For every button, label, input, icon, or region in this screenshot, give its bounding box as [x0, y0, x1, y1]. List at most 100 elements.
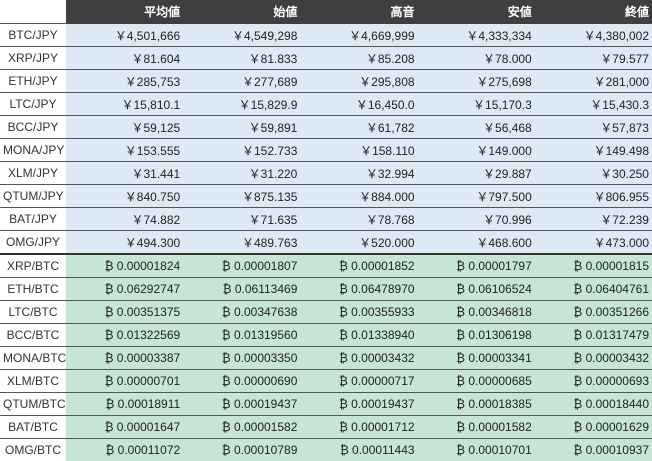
pair-label: XRP/BTC [0, 253, 66, 278]
price-cell: ￥840.750 [66, 184, 184, 208]
price-cell: ₿ 0.00351266 [534, 300, 652, 324]
price-cell: ₿ 0.00001582 [183, 415, 301, 439]
price-cell: ￥74.882 [66, 207, 184, 231]
price-cell: ₿ 0.01322569 [66, 323, 184, 347]
header-cell: 平均値 [66, 0, 184, 24]
pair-label: BCC/JPY [0, 115, 66, 139]
price-cell: ￥295,808 [300, 69, 418, 93]
price-cell: ￥153.555 [66, 138, 184, 162]
price-cell: ￥31.220 [183, 161, 301, 185]
table-row: MONA/JPY ￥153.555 ￥152.733 ￥158.110 ￥149.000… [0, 138, 652, 162]
price-cell: ￥85.208 [300, 46, 418, 70]
price-cell: ￥59,125 [66, 115, 184, 139]
price-cell: ₿ 0.00001712 [300, 415, 418, 439]
price-cell: ₿ 0.00000693 [534, 369, 652, 393]
price-cell: ₿ 0.00010937 [534, 438, 652, 461]
price-cell: ￥806.955 [534, 184, 652, 208]
price-cell: ₿ 0.00000685 [417, 369, 535, 393]
price-cell: ￥152.733 [183, 138, 301, 162]
price-cell: ￥281,000 [534, 69, 652, 93]
price-cell: ￥72.239 [534, 207, 652, 231]
pair-label: XRP/JPY [0, 46, 66, 70]
price-cell: ₿ 0.06404761 [534, 277, 652, 301]
price-cell: ￥468.600 [417, 230, 535, 255]
price-cell: ￥884.000 [300, 184, 418, 208]
header-cell: 終値 [534, 0, 652, 24]
table-row: BAT/JPY ￥74.882 ￥71.635 ￥78.768 ￥70.996 ￥72.2… [0, 207, 652, 231]
header-cell: 高音 [300, 0, 418, 24]
price-cell: ￥277,689 [183, 69, 301, 93]
price-cell: ￥149.498 [534, 138, 652, 162]
price-cell: ￥4,333,334 [417, 23, 535, 47]
price-cell: ￥15,430.3 [534, 92, 652, 116]
header-cell: 安値 [417, 0, 535, 24]
table-row: BCC/BTC ₿ 0.01322569 ₿ 0.01319560 ₿ 0.01338… [0, 323, 652, 347]
price-cell: ￥494.300 [66, 230, 184, 255]
price-cell: ￥32.994 [300, 161, 418, 185]
pair-label: QTUM/BTC [0, 392, 66, 416]
price-cell: ￥81.604 [66, 46, 184, 70]
table-row: ETH/BTC ₿ 0.06292747 ₿ 0.06113469 ₿ 0.06478… [0, 277, 652, 301]
price-cell: ₿ 0.00001582 [417, 415, 535, 439]
table-row: XRP/BTC ₿ 0.00001824 ₿ 0.00001807 ₿ 0.00001… [0, 253, 652, 278]
price-cell: ₿ 0.00351375 [66, 300, 184, 324]
price-cell: ￥57,873 [534, 115, 652, 139]
price-cell: ₿ 0.00019437 [300, 392, 418, 416]
price-cell: ￥4,669,999 [300, 23, 418, 47]
price-cell: ₿ 0.00003432 [534, 346, 652, 370]
table-row: QTUM/JPY ￥840.750 ￥875.135 ￥884.000 ￥797.500… [0, 184, 652, 208]
price-cell: ₿ 0.00018440 [534, 392, 652, 416]
pair-label: MONA/JPY [0, 138, 66, 162]
price-cell: ￥78.768 [300, 207, 418, 231]
pair-label: ETH/JPY [0, 69, 66, 93]
pair-label: XLM/JPY [0, 161, 66, 185]
price-cell: ￥56,468 [417, 115, 535, 139]
price-cell: ₿ 0.00018911 [66, 392, 184, 416]
pair-label: ETH/BTC [0, 277, 66, 301]
price-cell: ￥473.000 [534, 230, 652, 255]
price-cell: ￥31.441 [66, 161, 184, 185]
price-cell: ₿ 0.00001647 [66, 415, 184, 439]
price-cell: ￥275,698 [417, 69, 535, 93]
price-cell: ₿ 0.00000690 [183, 369, 301, 393]
price-cell: ₿ 0.01319560 [183, 323, 301, 347]
table-row: BAT/BTC ₿ 0.00001647 ₿ 0.00001582 ₿ 0.00001… [0, 415, 652, 439]
pair-label: XLM/BTC [0, 369, 66, 393]
price-cell: ₿ 0.00003432 [300, 346, 418, 370]
price-cell: ￥520.000 [300, 230, 418, 255]
header-cell: 始値 [183, 0, 301, 24]
price-cell: ￥15,170.3 [417, 92, 535, 116]
price-cell: ￥29.887 [417, 161, 535, 185]
price-cell: ₿ 0.00003350 [183, 346, 301, 370]
pair-label: BTC/JPY [0, 23, 66, 47]
price-cell: ₿ 0.00001797 [417, 253, 535, 278]
pair-label: LTC/JPY [0, 92, 66, 116]
price-cell: ￥285,753 [66, 69, 184, 93]
table-row: XRP/JPY ￥81.604 ￥81.833 ￥85.208 ￥78.000 ￥79.5… [0, 46, 652, 70]
table-row: BCC/JPY ￥59,125 ￥59,891 ￥61,782 ￥56,468 ￥57,8… [0, 115, 652, 139]
price-cell: ₿ 0.00019437 [183, 392, 301, 416]
price-cell: ₿ 0.00346818 [417, 300, 535, 324]
price-cell: ￥30.250 [534, 161, 652, 185]
pair-label: MONA/BTC [0, 346, 66, 370]
table-row: XLM/BTC ₿ 0.00000701 ₿ 0.00000690 ₿ 0.00000… [0, 369, 652, 393]
price-cell: ₿ 0.06478970 [300, 277, 418, 301]
pair-label: OMG/BTC [0, 438, 66, 461]
price-cell: ₿ 0.00001807 [183, 253, 301, 278]
table-body: BTC/JPY ￥4,501,666 ￥4,549,298 ￥4,669,999 ￥4,… [0, 23, 652, 461]
price-cell: ￥78.000 [417, 46, 535, 70]
price-cell: ₿ 0.00003341 [417, 346, 535, 370]
table-row: BTC/JPY ￥4,501,666 ￥4,549,298 ￥4,669,999 ￥4,… [0, 23, 652, 47]
pair-label: BAT/BTC [0, 415, 66, 439]
price-cell: ₿ 0.06292747 [66, 277, 184, 301]
price-cell: ￥79.577 [534, 46, 652, 70]
table-row: XLM/JPY ￥31.441 ￥31.220 ￥32.994 ￥29.887 ￥30.2… [0, 161, 652, 185]
price-cell: ₿ 0.06113469 [183, 277, 301, 301]
price-cell: ₿ 0.00001824 [66, 253, 184, 278]
price-cell: ₿ 0.01317479 [534, 323, 652, 347]
price-cell: ₿ 0.00347638 [183, 300, 301, 324]
price-cell: ￥15,829.9 [183, 92, 301, 116]
price-cell: ￥4,380,002 [534, 23, 652, 47]
pair-label: OMG/JPY [0, 230, 66, 255]
